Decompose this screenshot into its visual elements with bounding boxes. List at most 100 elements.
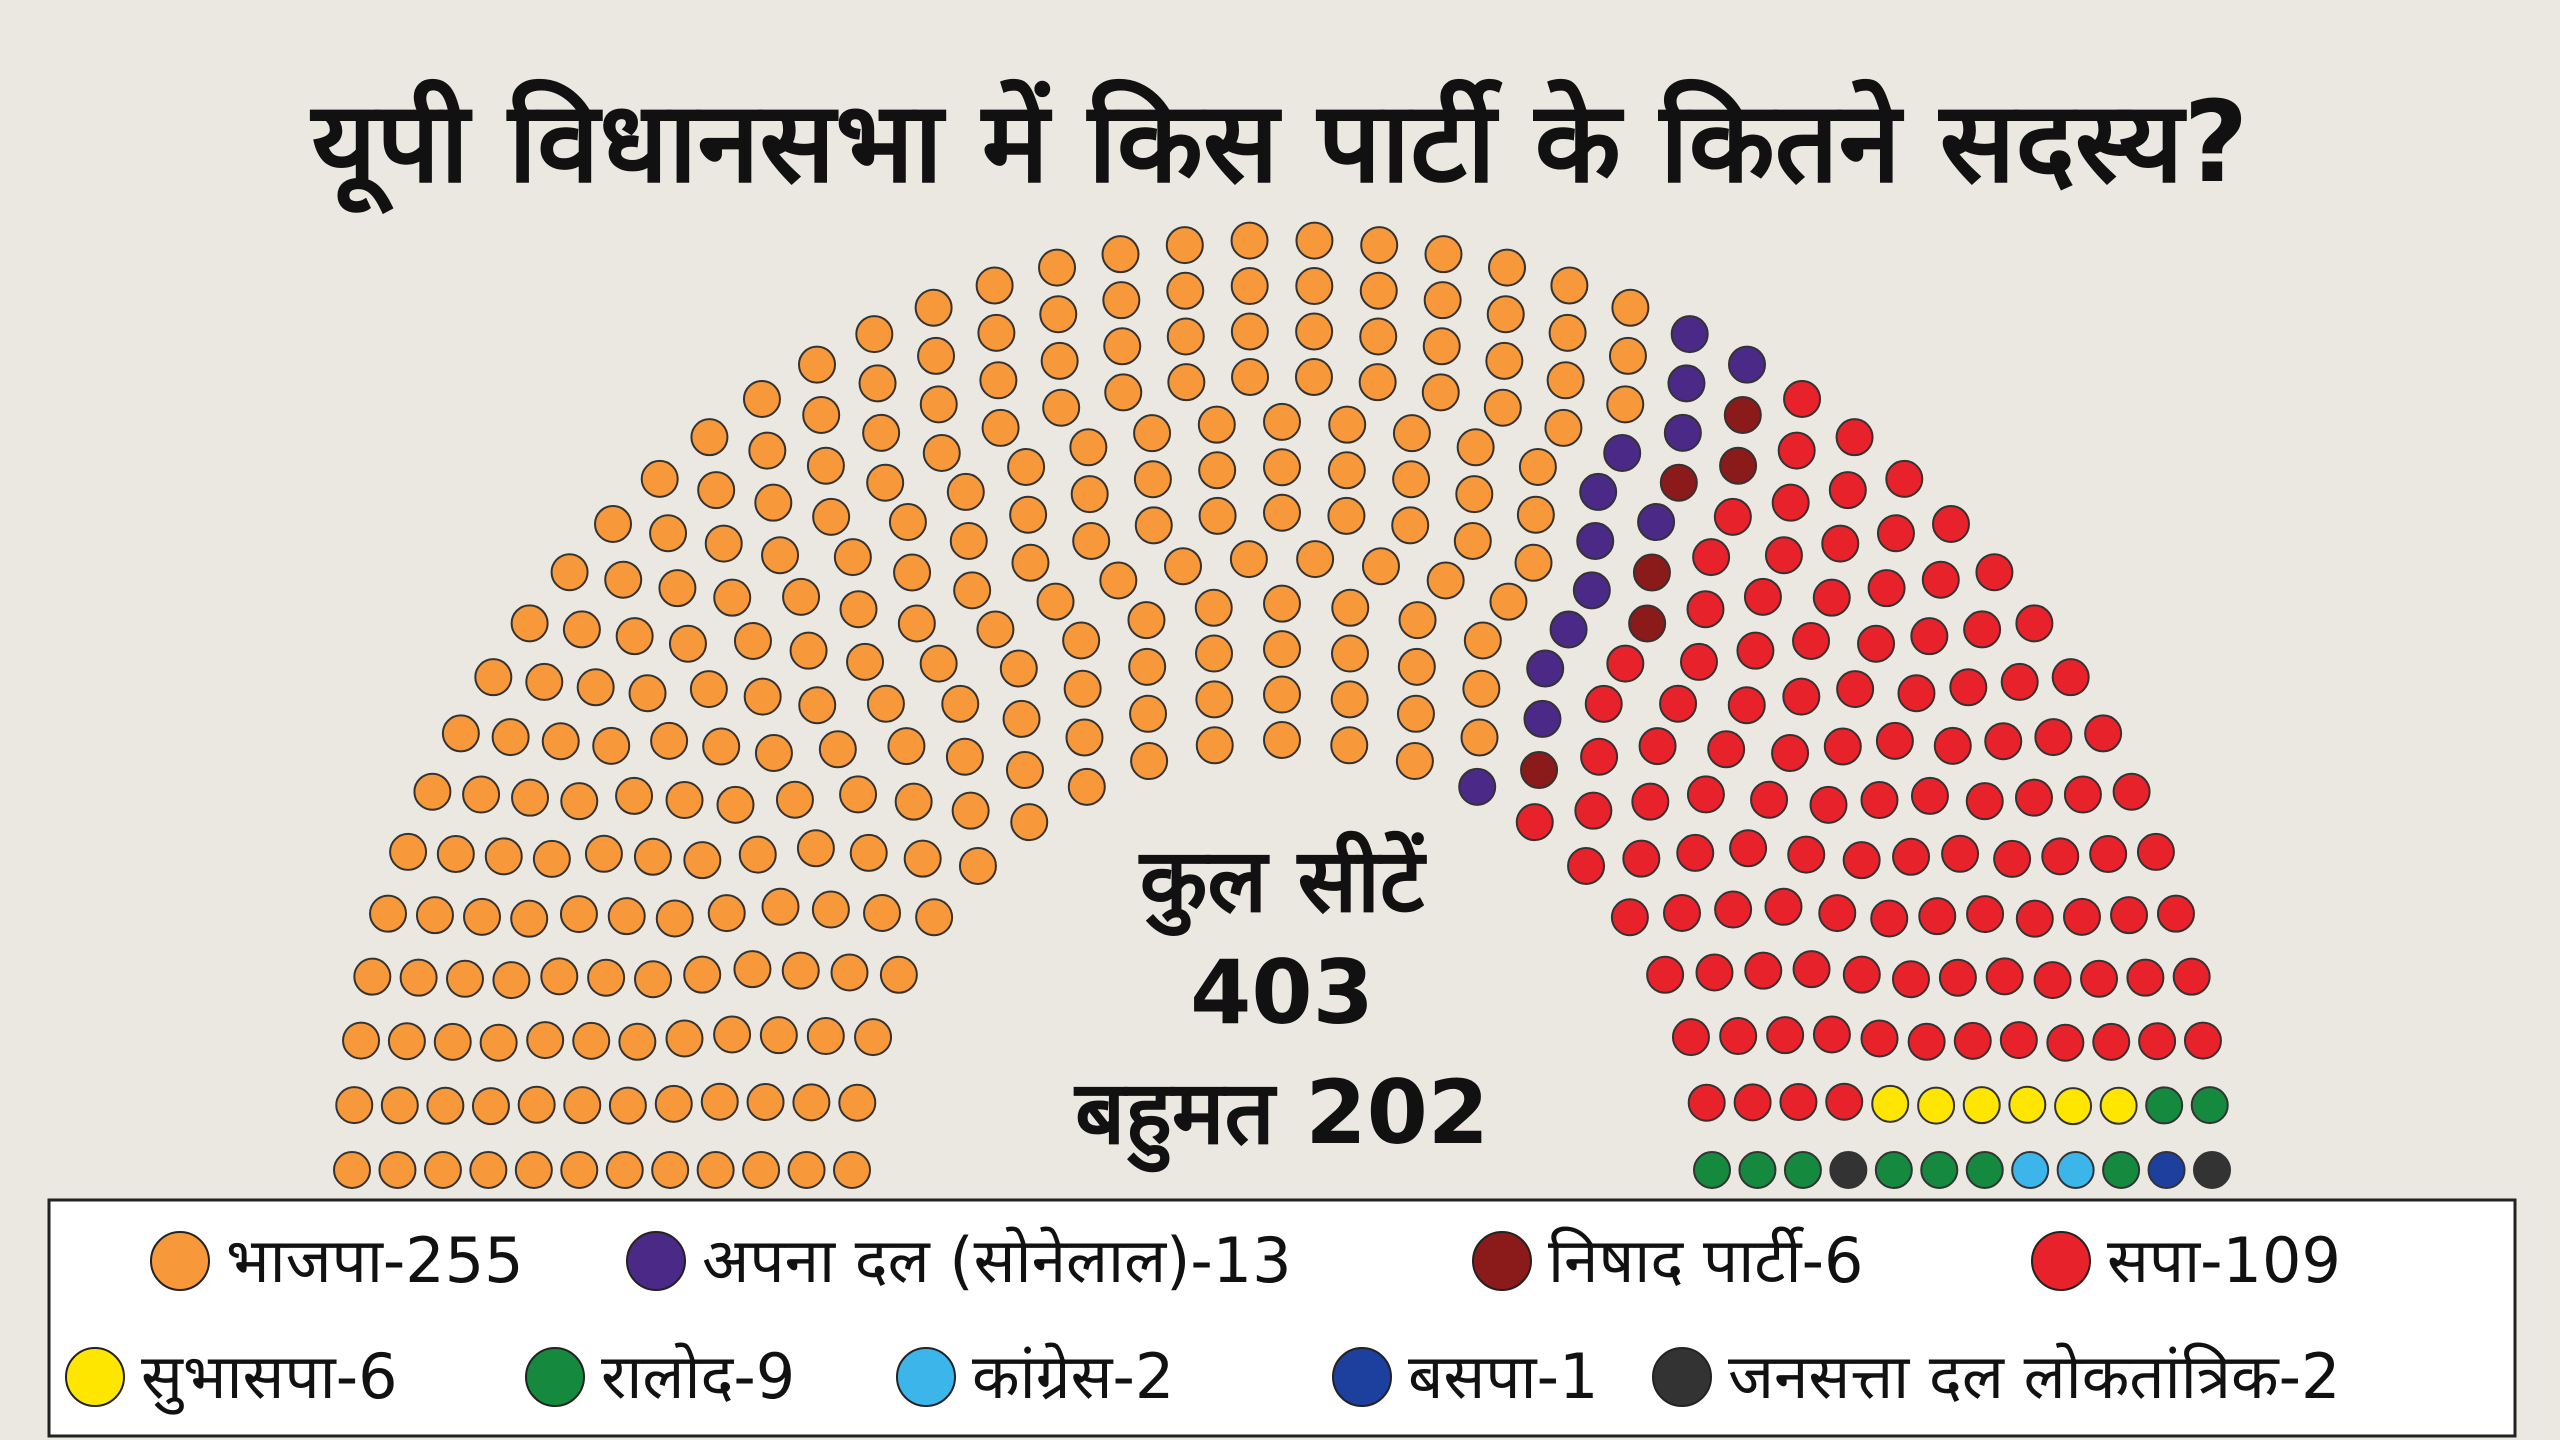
seat (888, 503, 927, 542)
seat (1736, 631, 1775, 670)
seat (387, 1022, 426, 1061)
seat (1727, 686, 1766, 725)
seat (1295, 312, 1334, 351)
seat (1230, 267, 1269, 306)
seat (903, 839, 942, 878)
seat (1544, 408, 1583, 447)
seat (1516, 495, 1555, 534)
seat (1920, 1151, 1959, 1189)
seat (1687, 1083, 1726, 1122)
seat (1229, 540, 1268, 579)
seat (946, 472, 985, 511)
seat (441, 714, 480, 753)
seat (1330, 680, 1369, 719)
seat (587, 958, 626, 997)
seat (1358, 363, 1397, 402)
seat (1695, 953, 1734, 992)
seat (855, 315, 894, 354)
seat (1646, 955, 1685, 994)
seat (802, 395, 841, 434)
seat (806, 446, 845, 485)
seat (1787, 835, 1826, 874)
seat (1005, 751, 1044, 790)
seat (1011, 543, 1050, 582)
total-value: 403 (1190, 941, 1374, 1044)
seat (1918, 897, 1957, 936)
seat (1835, 418, 1874, 457)
seat (532, 839, 571, 878)
seat (474, 658, 513, 697)
seat (1692, 538, 1731, 577)
seat (640, 459, 679, 498)
seat (746, 1083, 785, 1122)
seat (796, 829, 835, 868)
seat (1426, 561, 1465, 600)
seat (1103, 327, 1142, 366)
seat (789, 631, 828, 670)
seat (604, 560, 643, 599)
seat (1133, 460, 1172, 499)
seat (1397, 647, 1436, 686)
seat (2011, 1151, 2050, 1189)
legend-label: अपना दल (सोनेलाल)-13 (702, 1224, 1292, 1297)
seat (1263, 584, 1301, 623)
seat (941, 684, 980, 723)
seat (854, 1018, 893, 1057)
seat (1671, 1018, 1710, 1057)
seat (862, 413, 901, 452)
seat (1295, 267, 1334, 306)
seat (2138, 1022, 2177, 1061)
seat (333, 1151, 371, 1189)
seat (700, 1082, 739, 1121)
seat (1485, 341, 1524, 380)
seat (463, 897, 502, 936)
seat (415, 896, 454, 935)
seat (1580, 737, 1619, 776)
seat (1662, 893, 1701, 932)
seat (1975, 553, 2014, 592)
seat (665, 781, 704, 820)
legend-swatch (150, 1231, 210, 1291)
seat (1331, 588, 1370, 627)
seat (1166, 271, 1205, 310)
seat (1130, 742, 1169, 781)
seat (1965, 1151, 2004, 1189)
seat (1463, 621, 1502, 660)
legend-swatch (1332, 1347, 1392, 1407)
seat (1766, 1016, 1805, 1055)
seat (713, 1015, 752, 1054)
seat (1263, 630, 1301, 669)
seat (1985, 957, 2024, 996)
seat (683, 955, 722, 994)
seat (2190, 1086, 2229, 1125)
seat (782, 577, 821, 616)
seat (1455, 475, 1494, 514)
seat (999, 649, 1038, 688)
seat (1584, 684, 1623, 723)
seat (1198, 496, 1237, 535)
seat (1327, 496, 1366, 535)
seat (1676, 833, 1715, 872)
seat (1714, 890, 1753, 929)
seat (1330, 634, 1369, 673)
seat (1782, 677, 1821, 716)
seat (754, 483, 793, 522)
seat (1392, 414, 1431, 453)
seat (1603, 433, 1642, 472)
seat (559, 895, 598, 934)
seat (651, 1151, 690, 1189)
seat (562, 610, 601, 649)
seat (858, 364, 897, 403)
seat (576, 668, 615, 707)
seat (1867, 569, 1906, 608)
seat (563, 1086, 602, 1125)
legend-label: निषाद पार्टी-6 (1548, 1224, 1863, 1297)
seat (811, 890, 850, 929)
seat (540, 957, 579, 996)
seat (2014, 778, 2053, 817)
seat (1764, 536, 1803, 575)
seat (689, 670, 728, 709)
seat (1462, 669, 1501, 708)
seat (2126, 958, 2165, 997)
seat (1779, 1083, 1818, 1122)
